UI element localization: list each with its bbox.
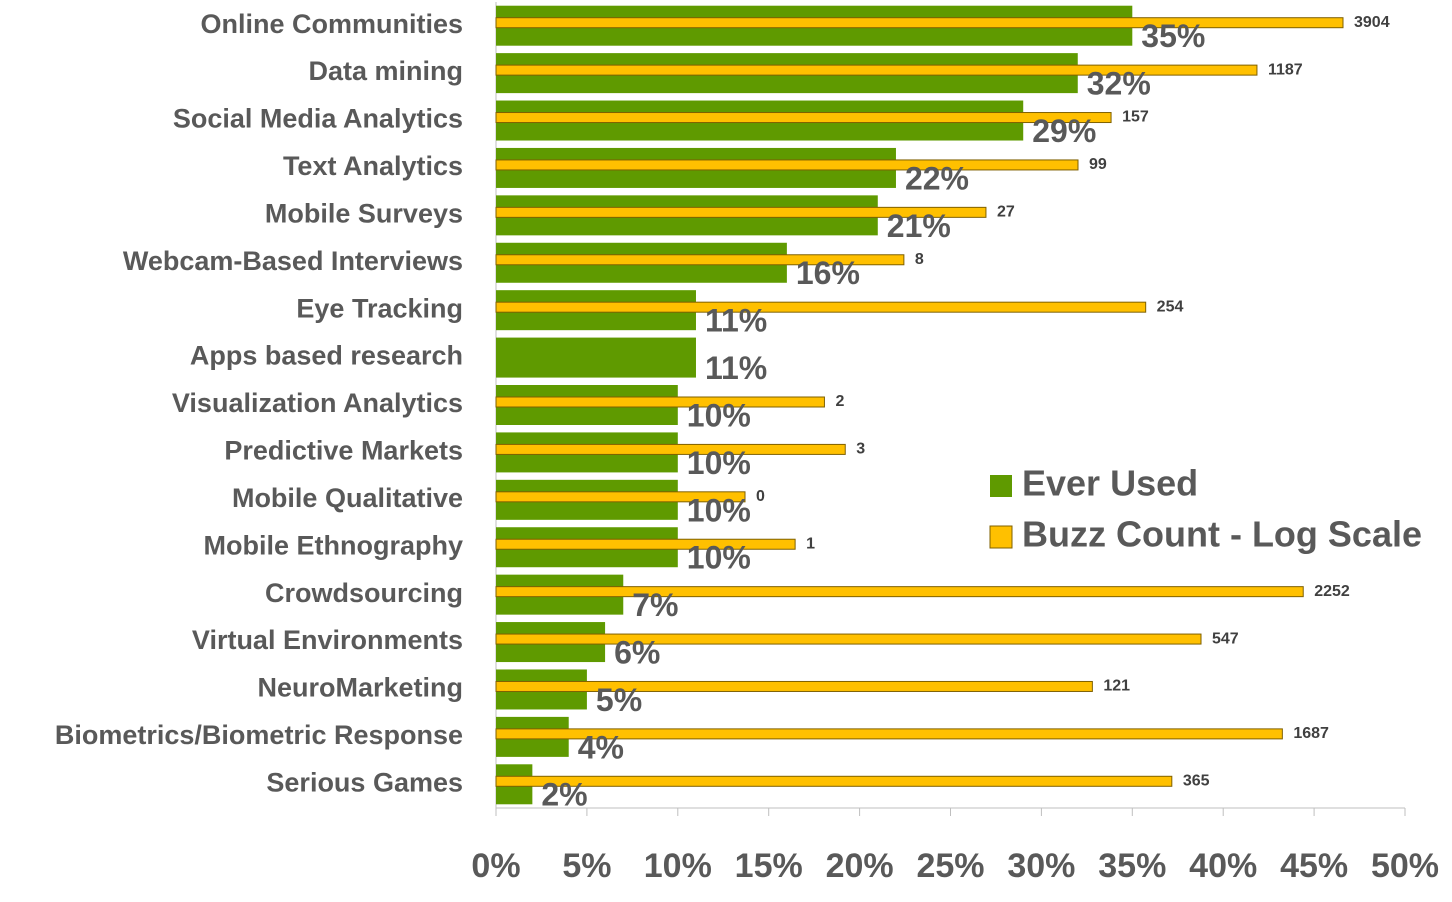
- buzz-bar: [495, 775, 1173, 787]
- buzz-bar: [495, 538, 796, 550]
- y-tick-label: Biometrics/Biometric Response: [55, 720, 463, 750]
- legend-label: Buzz Count - Log Scale: [1022, 514, 1422, 555]
- buzz-bar: [495, 491, 746, 503]
- buzz-label: 8: [915, 251, 924, 268]
- x-tick-label: 10%: [644, 847, 712, 885]
- buzz-label: 99: [1089, 156, 1107, 173]
- y-tick-label: Apps based research: [190, 341, 463, 371]
- value-label: 10%: [687, 492, 751, 528]
- y-tick-label: Text Analytics: [283, 151, 463, 181]
- value-label: 35%: [1141, 18, 1205, 54]
- buzz-label: 254: [1157, 298, 1184, 315]
- x-tick-label: 0%: [471, 847, 520, 885]
- buzz-label: 365: [1183, 773, 1210, 790]
- buzz-bar: [495, 680, 1093, 692]
- x-tick-label: 5%: [562, 847, 611, 885]
- buzz-label: 547: [1212, 630, 1239, 647]
- value-label: 11%: [705, 303, 767, 339]
- y-tick-label: Mobile Ethnography: [204, 530, 464, 560]
- value-label: 5%: [596, 682, 642, 718]
- bar: [496, 337, 696, 378]
- y-tick-label: Webcam-Based Interviews: [123, 246, 463, 276]
- buzz-label: 2: [835, 393, 844, 410]
- value-label: 10%: [687, 445, 751, 481]
- buzz-label: 0: [756, 488, 765, 505]
- buzz-bar: [495, 586, 1304, 598]
- x-tick-label: 40%: [1189, 847, 1257, 885]
- y-tick-label: Serious Games: [266, 767, 463, 797]
- value-label: 16%: [796, 255, 860, 291]
- y-tick-label: Social Media Analytics: [173, 104, 463, 134]
- buzz-bar: [495, 301, 1147, 313]
- value-label: 10%: [687, 397, 751, 433]
- y-tick-label: Online Communities: [200, 9, 463, 39]
- buzz-bar: [495, 728, 1283, 740]
- buzz-label: 1687: [1293, 725, 1329, 742]
- buzz-bar: [495, 443, 846, 455]
- buzz-label: 1187: [1268, 61, 1303, 78]
- value-label: 32%: [1087, 66, 1151, 102]
- buzz-label: 1: [806, 535, 815, 552]
- value-label: 2%: [541, 777, 587, 813]
- buzz-label: 121: [1103, 678, 1130, 695]
- y-tick-label: Data mining: [308, 56, 463, 86]
- y-tick-label: NeuroMarketing: [257, 673, 463, 703]
- x-tick-label: 50%: [1371, 847, 1439, 885]
- y-tick-label: Predictive Markets: [224, 436, 463, 466]
- x-tick-label: 15%: [735, 847, 803, 885]
- buzz-bar: [495, 254, 905, 266]
- value-label: 4%: [578, 729, 624, 765]
- x-tick-label: 20%: [826, 847, 894, 885]
- buzz-bar: [495, 159, 1079, 171]
- x-tick-label: 25%: [916, 847, 984, 885]
- legend-swatch: [989, 525, 1013, 549]
- x-tick-label: 30%: [1007, 847, 1075, 885]
- buzz-bar: [495, 64, 1258, 76]
- buzz-label: 2252: [1314, 583, 1350, 600]
- y-tick-label: Eye Tracking: [296, 293, 463, 323]
- x-tick-label: 35%: [1098, 847, 1166, 885]
- legend-swatch: [990, 475, 1012, 497]
- legend-label: Ever Used: [1022, 463, 1198, 504]
- value-label: 22%: [905, 160, 969, 196]
- buzz-bar: [495, 633, 1202, 645]
- value-label: 11%: [705, 350, 767, 386]
- buzz-bar: [495, 396, 825, 408]
- value-label: 29%: [1032, 113, 1096, 149]
- buzz-label: 27: [997, 204, 1015, 221]
- value-label: 10%: [687, 540, 751, 576]
- y-tick-label: Crowdsourcing: [265, 578, 463, 608]
- y-tick-label: Visualization Analytics: [172, 388, 463, 418]
- y-tick-label: Mobile Qualitative: [232, 483, 463, 513]
- value-label: 7%: [632, 587, 678, 623]
- buzz-label: 157: [1122, 109, 1149, 126]
- value-label: 6%: [614, 635, 660, 671]
- y-tick-label: Mobile Surveys: [265, 198, 463, 228]
- buzz-bar: [495, 112, 1112, 124]
- buzz-label: 3: [856, 441, 865, 458]
- y-tick-label: Virtual Environments: [192, 625, 463, 655]
- buzz-bar: [495, 206, 987, 218]
- x-tick-label: 45%: [1280, 847, 1348, 885]
- value-label: 21%: [887, 208, 951, 244]
- buzz-label: 3904: [1354, 14, 1390, 31]
- buzz-bar: [495, 17, 1344, 29]
